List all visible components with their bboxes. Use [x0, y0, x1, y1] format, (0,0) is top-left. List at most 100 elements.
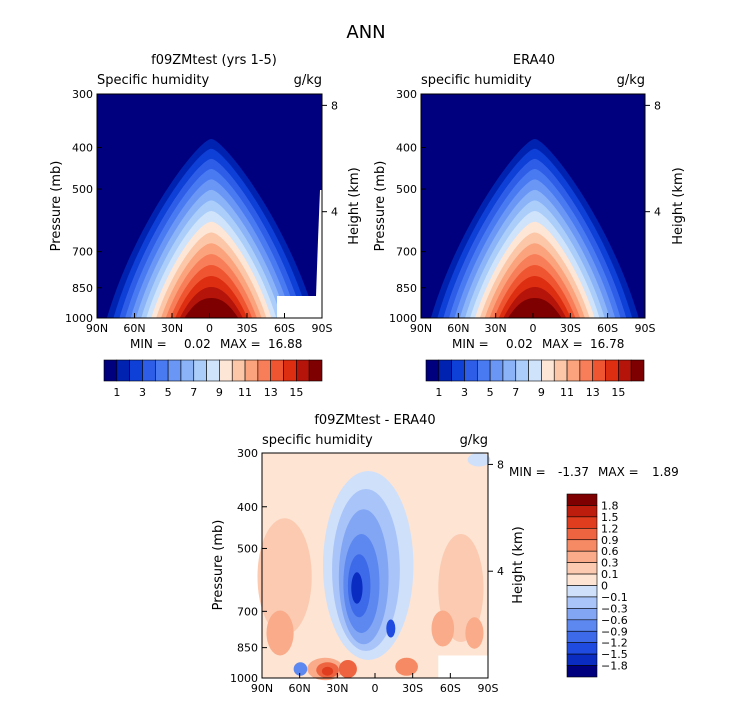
colorbar-label: 1.2 — [601, 522, 619, 535]
colorbar-label: 11 — [560, 386, 574, 399]
colorbar-swatch — [502, 359, 517, 382]
x-tick-label: 90S — [635, 322, 656, 335]
min-label: MIN = — [509, 465, 546, 479]
colorbar-swatch — [219, 359, 233, 382]
x-tick-label: 90S — [478, 682, 499, 695]
colorbar-swatch — [257, 359, 272, 382]
y-tick-label: 850 — [72, 282, 93, 295]
colorbar-swatch — [566, 539, 598, 552]
figure-title: ANN — [346, 22, 385, 43]
contour-band — [386, 619, 396, 638]
x-tick-label: 60N — [289, 682, 311, 695]
colorbar-label: −0.6 — [601, 614, 628, 627]
x-tick-label: 90N — [86, 322, 108, 335]
missing-data-region — [438, 655, 488, 678]
contour-band — [293, 662, 308, 676]
contour-band — [351, 572, 363, 604]
axes: 90N 60N 30N 0 30S 60S 90S 300 400 500 700 850 1000 8 4 — [230, 447, 504, 695]
colorbar-swatch — [116, 359, 130, 382]
colorbar: 1 3 5 7 9 11 13 15 — [425, 359, 645, 399]
y-tick-label: 1000 — [389, 312, 417, 325]
panel-subtitle: specific humidity — [421, 73, 532, 88]
y-tick-label: 500 — [72, 183, 93, 196]
colorbar-label: 13 — [586, 386, 600, 399]
colorbar-swatch — [618, 359, 632, 382]
colorbar-swatch — [206, 359, 220, 382]
x-tick-label: 30N — [326, 682, 348, 695]
y-tick-label: 300 — [237, 447, 258, 460]
colorbar-swatch — [566, 528, 598, 541]
colorbar-swatch — [566, 619, 598, 632]
y-tick-label: 400 — [396, 142, 417, 155]
colorbar-swatch — [566, 665, 598, 678]
max-label: MAX = — [598, 465, 639, 479]
x-tick-label: 60S — [440, 682, 461, 695]
missing-data-strip — [316, 190, 322, 296]
y-tick-label: 700 — [396, 246, 417, 259]
colorbar-label: 11 — [238, 386, 252, 399]
colorbar-swatch — [270, 359, 284, 382]
colorbar-swatch — [566, 562, 598, 575]
y-tick-label: 850 — [396, 282, 417, 295]
colorbar-label: 7 — [512, 386, 519, 399]
contour-band — [465, 617, 484, 649]
colorbar-swatch — [528, 359, 542, 382]
humidity-field — [430, 138, 639, 318]
y-tick-label: 400 — [72, 142, 93, 155]
colorbar-swatch — [308, 359, 323, 382]
y-axis-label: Pressure (mb) — [373, 161, 388, 252]
colorbar: 1 3 5 7 9 11 13 15 — [103, 359, 323, 399]
colorbar-swatch — [476, 359, 491, 382]
x-tick-label: 30S — [402, 682, 423, 695]
contour-band — [266, 610, 294, 656]
max-value: 16.88 — [268, 337, 302, 351]
min-label: MIN = — [130, 337, 167, 351]
colorbar: 1.81.51.20.90.60.30.10−0.1−0.3−0.6−0.9−1… — [566, 493, 628, 678]
colorbar-label: 5 — [165, 386, 172, 399]
max-label: MAX = — [220, 337, 261, 351]
colorbar-label: 0.6 — [601, 545, 619, 558]
x-tick-label: 60N — [123, 322, 145, 335]
colorbar-label: 1 — [113, 386, 120, 399]
y-tick-label: 1000 — [65, 312, 93, 325]
colorbar-label: 1 — [435, 386, 442, 399]
height-tick-label: 4 — [331, 206, 338, 219]
colorbar-swatch — [515, 359, 529, 382]
y-axis-label: Pressure (mb) — [211, 520, 226, 611]
height-tick-label: 4 — [497, 565, 504, 578]
axes: 90N 60N 30N 0 30S 60S 90S 300 400 500 700 850 1000 8 4 — [389, 88, 661, 335]
colorbar-swatch — [630, 359, 645, 382]
colorbar-label: 9 — [538, 386, 545, 399]
colorbar-label: 0 — [601, 580, 608, 593]
colorbar-swatch — [566, 516, 598, 529]
panel-title: ERA40 — [513, 53, 555, 68]
y-tick-label: 300 — [72, 88, 93, 101]
right-axis-label: Height (km) — [347, 167, 362, 244]
panel-subtitle: specific humidity — [262, 433, 373, 448]
y-axis-label: Pressure (mb) — [49, 161, 64, 252]
colorbar-label: 0.3 — [601, 557, 619, 570]
x-tick-label: 30S — [237, 322, 258, 335]
colorbar-swatch — [566, 608, 598, 621]
colorbar-label: 13 — [264, 386, 278, 399]
contour-band — [507, 297, 562, 318]
x-tick-label: 90N — [410, 322, 432, 335]
max-value: 1.89 — [652, 465, 679, 479]
panel-units: g/kg — [460, 433, 488, 448]
colorbar-swatch — [553, 359, 568, 382]
y-tick-label: 500 — [237, 542, 258, 555]
colorbar-label: 1.8 — [601, 499, 619, 512]
contour-band — [257, 518, 312, 636]
contour-band — [184, 297, 239, 318]
panel-title: f09ZMtest - ERA40 — [314, 413, 435, 428]
colorbar-swatch — [566, 493, 598, 506]
stats-readout: MIN = 0.02 MAX = 16.88 — [130, 337, 302, 351]
colorbar-label: 0.1 — [601, 568, 619, 581]
max-value: 16.78 — [590, 337, 624, 351]
y-tick-label: 700 — [237, 605, 258, 618]
colorbar-label: 7 — [190, 386, 197, 399]
colorbar-swatch — [464, 359, 478, 382]
colorbar-swatch — [129, 359, 143, 382]
colorbar-label: 5 — [487, 386, 494, 399]
